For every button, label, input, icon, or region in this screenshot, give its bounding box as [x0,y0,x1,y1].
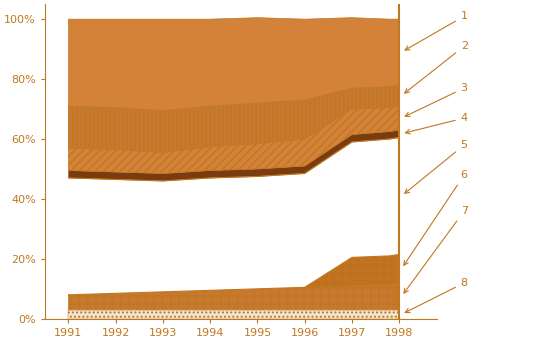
Text: 5: 5 [405,140,468,194]
Text: 4: 4 [406,113,468,134]
Text: 7: 7 [404,206,468,293]
Text: 1: 1 [405,11,468,50]
Text: 8: 8 [405,278,468,313]
Text: 3: 3 [405,83,468,116]
Text: 6: 6 [404,170,468,265]
Text: 2: 2 [405,41,468,93]
